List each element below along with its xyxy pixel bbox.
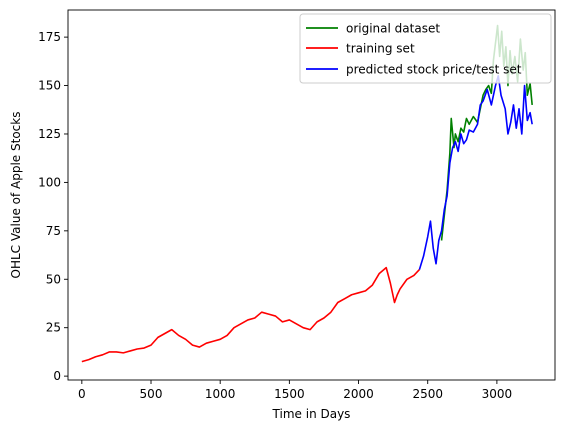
- y-tick-label: 50: [46, 272, 61, 286]
- x-axis-ticks: 0 500 1000 1500 2000 2500 3000: [78, 380, 512, 401]
- y-tick-label: 125: [38, 127, 61, 141]
- y-tick-label: 25: [46, 321, 61, 335]
- series-line-training: [81, 266, 420, 363]
- y-axis-label: OHLC Value of Apple Stocks: [9, 112, 23, 279]
- y-tick-label: 175: [38, 30, 61, 44]
- y-tick-label: 100: [38, 175, 61, 189]
- y-tick-label: 75: [46, 224, 61, 238]
- x-tick-label: 0: [78, 387, 86, 401]
- x-tick-label: 500: [140, 387, 163, 401]
- x-tick-label: 1500: [274, 387, 305, 401]
- x-tick-label: 1000: [205, 387, 236, 401]
- x-tick-label: 2500: [412, 387, 443, 401]
- legend-box: [299, 13, 552, 84]
- x-tick-label: 2000: [343, 387, 374, 401]
- legend-label-original: original dataset: [346, 22, 440, 36]
- plot-area-frame: [67, 9, 556, 381]
- legend: original dataset training set predicted …: [299, 13, 552, 84]
- legend-label-predicted: predicted stock price/test set: [346, 63, 522, 77]
- legend-label-training: training set: [346, 42, 415, 56]
- y-axis-ticks: 0 25 50 75 100 125 150 175: [38, 30, 68, 383]
- series-line-predicted: [418, 75, 533, 270]
- y-tick-label: 150: [38, 79, 61, 93]
- x-tick-label: 3000: [482, 387, 513, 401]
- y-tick-label: 0: [53, 369, 61, 383]
- x-axis-label: Time in Days: [272, 407, 351, 421]
